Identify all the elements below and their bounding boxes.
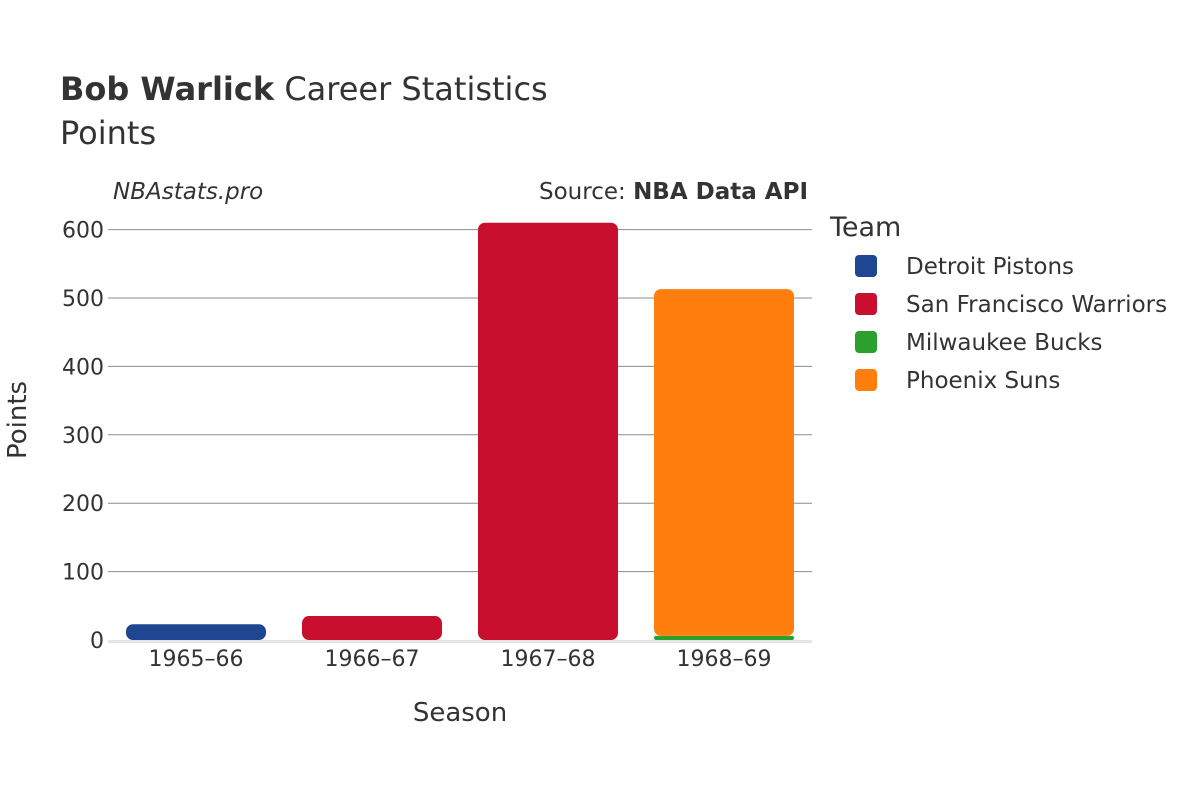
legend-label: Phoenix Suns xyxy=(906,368,1060,394)
x-tick-label: 1966–67 xyxy=(325,647,420,672)
bar-phoenix-suns xyxy=(654,289,794,636)
y-tick-label: 200 xyxy=(62,492,104,517)
y-tick-label: 0 xyxy=(90,629,104,654)
source-name: NBA Data API xyxy=(633,179,808,205)
legend-title: Team xyxy=(829,212,901,243)
chart-subtitle: Points xyxy=(60,114,156,152)
y-tick-label: 500 xyxy=(62,287,104,312)
x-tick-label: 1965–66 xyxy=(149,647,244,672)
chart-title: Bob Warlick Career Statistics xyxy=(60,70,548,108)
legend-swatch xyxy=(855,293,877,315)
gridlines xyxy=(108,229,812,643)
y-tick-label: 300 xyxy=(62,424,104,449)
legend-swatch xyxy=(855,331,877,353)
y-tick-label: 600 xyxy=(62,219,104,244)
legend-items: Detroit Pistons San Francisco Warriors Mil… xyxy=(855,254,1167,394)
y-tick-label: 400 xyxy=(62,355,104,380)
x-tick-label: 1967–68 xyxy=(501,647,596,672)
chart-title-bold: Bob Warlick xyxy=(60,70,275,108)
legend-label: San Francisco Warriors xyxy=(906,292,1167,318)
y-axis-label: Points xyxy=(3,381,33,459)
y-tick-label: 100 xyxy=(62,561,104,586)
x-axis-label: Season xyxy=(413,698,507,728)
chart-title-rest: Career Statistics xyxy=(274,70,548,108)
bar-detroit-pistons xyxy=(126,624,266,640)
x-axis-ticks: 1965–66 1966–67 1967–68 1968–69 xyxy=(149,647,772,672)
bars xyxy=(126,222,794,640)
site-credit: NBAstats.pro xyxy=(113,179,263,205)
source-credit: Source: NBA Data API xyxy=(539,179,808,205)
x-tick-label: 1968–69 xyxy=(677,647,772,672)
bar-san-francisco-warriors xyxy=(302,616,442,640)
x-axis-baseline xyxy=(108,640,812,643)
legend: Team Detroit Pistons San Francisco Warrio… xyxy=(829,212,1167,394)
source-prefix: Source: xyxy=(539,179,633,205)
legend-swatch xyxy=(855,255,877,277)
legend-label: Milwaukee Bucks xyxy=(906,330,1103,356)
legend-label: Detroit Pistons xyxy=(906,254,1074,280)
legend-swatch xyxy=(855,369,877,391)
bar-san-francisco-warriors xyxy=(478,222,618,640)
y-axis-ticks: 0 100 200 300 400 500 600 xyxy=(62,219,104,654)
bar-milwaukee-bucks xyxy=(654,635,794,640)
